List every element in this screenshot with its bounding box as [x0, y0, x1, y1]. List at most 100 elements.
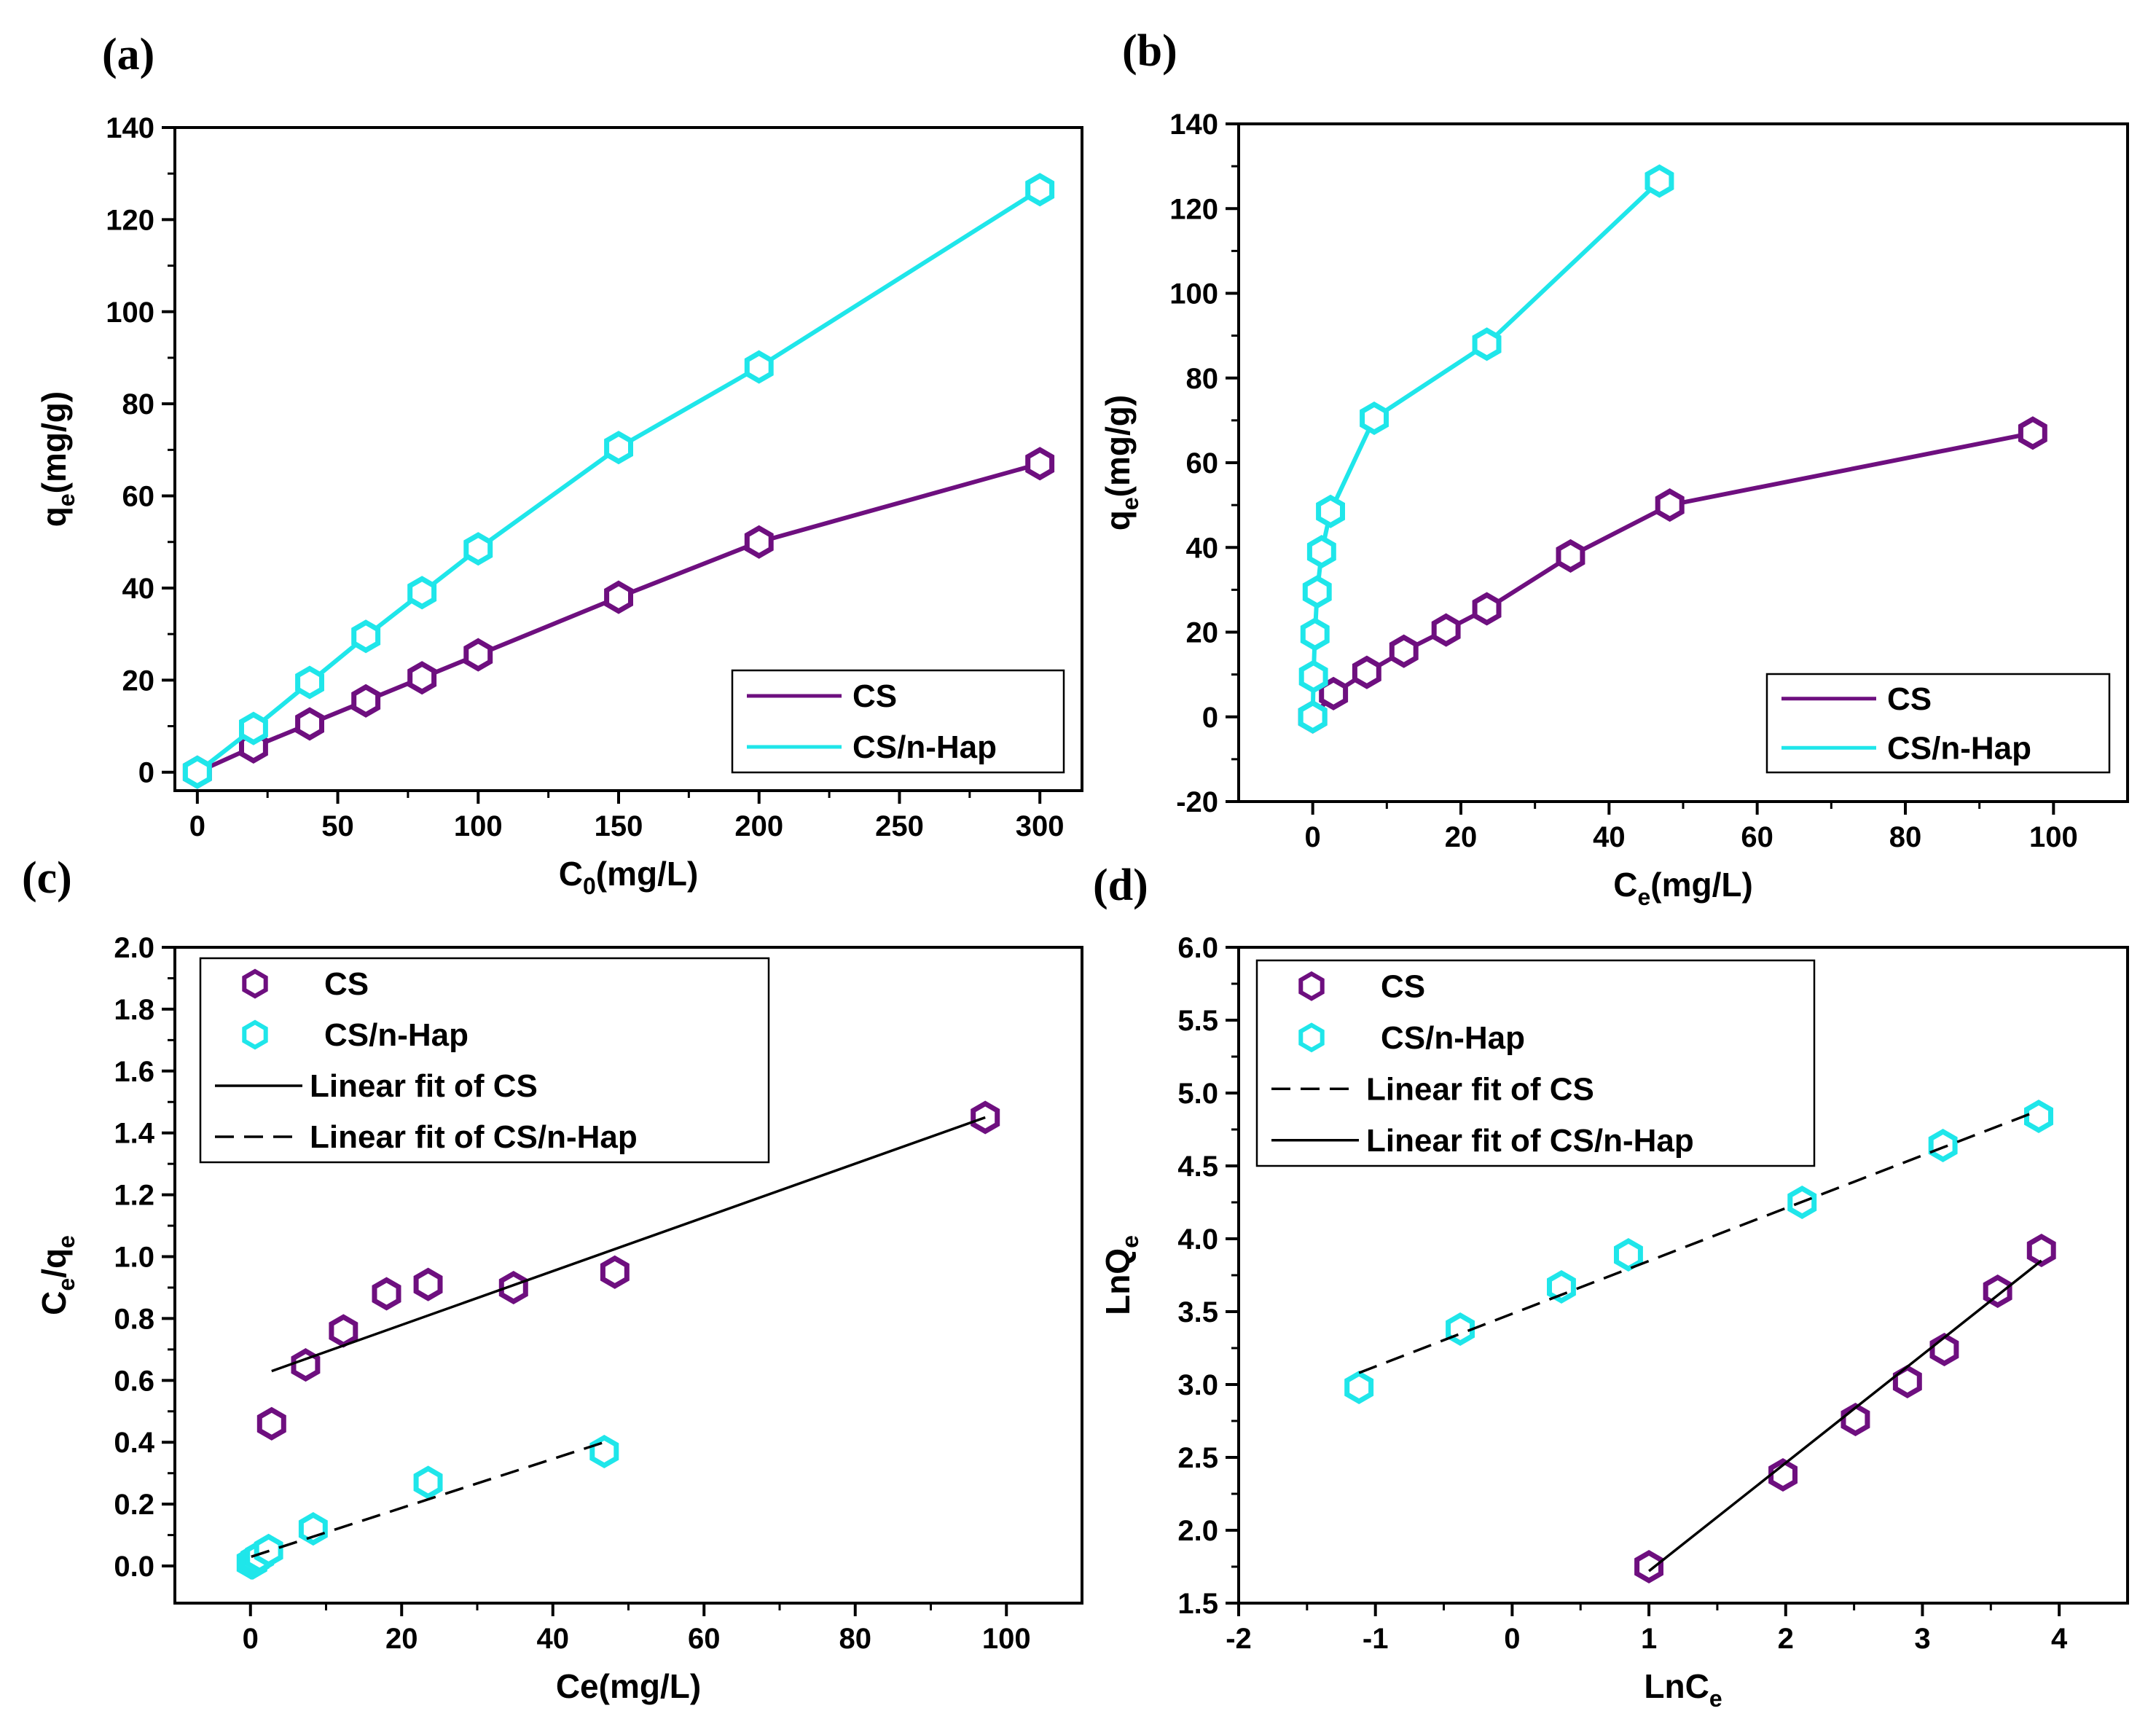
y-tick-label: 2.5	[1177, 1442, 1218, 1474]
y-tick-label: 1.2	[114, 1180, 154, 1212]
y-tick-label: 80	[1186, 363, 1219, 395]
data-point	[1841, 1402, 1870, 1437]
y-tick-label: 60	[1186, 447, 1219, 479]
panel-c: (c) 0 20 40 60 80 100 0.0 0.2 0.4 0.6 0.8 1.0 1.2 1.4 1…	[22, 853, 1083, 1705]
x-axis-title: LnCe	[1644, 1667, 1722, 1712]
y-tick-label: 2.0	[114, 932, 154, 964]
x-tick-label: 0	[1504, 1623, 1520, 1655]
x-tick-label: -2	[1226, 1623, 1252, 1655]
data-point	[2018, 416, 2047, 450]
panel-d: (d) -2 -1 0 1 2 3 4 1.5 2.0 2.5 3.0 3.5 4.0 4.5 5.0 5.5 6…	[1093, 861, 2129, 1712]
x-tick-label: 100	[2029, 821, 2078, 853]
data-point	[1472, 592, 1502, 626]
legend-symbol	[1298, 971, 1325, 1001]
data-point	[1431, 613, 1461, 647]
data-point	[1446, 1312, 1475, 1347]
data-point	[182, 755, 212, 789]
data-point	[295, 707, 324, 741]
legend-label: Linear fit of CS	[1366, 1071, 1594, 1107]
x-tick-label: 150	[595, 810, 643, 842]
data-point	[463, 638, 493, 672]
x-tick-label: 40	[1593, 821, 1626, 853]
y-tick-label: 0.6	[114, 1365, 154, 1397]
series-line-linear-fit-of-cs	[1358, 1109, 2039, 1374]
x-tick-label: 1	[1641, 1623, 1657, 1655]
y-axis-title-main: C	[35, 1291, 73, 1315]
data-point	[600, 1255, 630, 1289]
data-point	[1360, 401, 1389, 436]
x-tick-label: 200	[734, 810, 783, 842]
x-axis-title: C0(mg/L)	[559, 855, 699, 899]
panel-label: (d)	[1093, 861, 1148, 910]
legend-symbol	[242, 968, 268, 999]
data-point	[463, 532, 493, 566]
x-tick-label: 0	[243, 1623, 259, 1655]
y-tick-label: 4.0	[1177, 1223, 1218, 1256]
y-axis-title-sub: e	[1117, 497, 1143, 510]
data-point	[1352, 655, 1381, 689]
plot-frame	[173, 126, 1083, 792]
y-tick-label: 140	[106, 112, 154, 144]
data-point	[413, 1465, 443, 1500]
legend-box	[731, 669, 1065, 774]
y-tick-label: 120	[1169, 193, 1218, 225]
y-axis-title-tail: (mg/g)	[1099, 395, 1137, 498]
y-tick-label: 100	[1169, 278, 1218, 310]
data-point	[1556, 539, 1585, 573]
y-axis-title-sub: e	[53, 1278, 79, 1291]
data-point	[351, 619, 381, 654]
data-point	[256, 1406, 286, 1441]
x-axis-title-sub: 0	[583, 873, 596, 899]
y-tick-label: 140	[1169, 109, 1218, 141]
data-point	[329, 1314, 358, 1348]
data-point	[1302, 575, 1332, 609]
legend-label: Linear fit of CS/n-Hap	[310, 1119, 638, 1155]
y-tick-label: 3.0	[1177, 1369, 1218, 1401]
panel-a: (a) 0 50 100 150 200 250 300 0 20 40 60 80 100 120 140 C…	[35, 30, 1083, 899]
y-tick-label: 80	[122, 388, 155, 420]
legend-box	[1765, 673, 2111, 774]
series-line-cs-n-hap	[1310, 179, 1661, 717]
y-axis-title-sub2: e	[53, 1235, 79, 1248]
data-point	[1298, 700, 1328, 734]
y-tick-label: 5.0	[1177, 1078, 1218, 1110]
data-point	[604, 431, 633, 465]
data-point	[1768, 1457, 1798, 1492]
y-tick-label: 0	[138, 757, 154, 789]
x-axis-title-main: LnC	[1644, 1667, 1709, 1705]
data-point	[1547, 1269, 1576, 1304]
y-tick-label: 5.5	[1177, 1005, 1218, 1037]
y-tick-label: 0.0	[114, 1551, 154, 1583]
x-tick-label: 20	[1445, 821, 1478, 853]
x-tick-label: 0	[1305, 821, 1321, 853]
x-tick-label: 4	[2051, 1623, 2068, 1655]
series-line-linear-fit-of-cs-n-hap	[251, 1441, 605, 1558]
data-point	[298, 1512, 328, 1546]
y-tick-label: 60	[122, 481, 155, 513]
legend-label: CS	[1381, 968, 1425, 1004]
x-axis-title-sub: e	[1709, 1685, 1722, 1712]
x-tick-label: 300	[1016, 810, 1065, 842]
y-tick-label: 40	[122, 573, 155, 605]
data-point	[351, 684, 381, 718]
legend: CS CS/n-Hap Linear fit of CS Linear fit of …	[1255, 959, 1816, 1167]
series-line-linear-fit-of-cs	[271, 1116, 986, 1373]
data-point	[407, 576, 437, 610]
x-axis-title: Ce(mg/L)	[556, 1667, 701, 1705]
data-point	[2024, 1099, 2053, 1134]
legend-label: CS	[324, 966, 369, 1002]
data-point	[1645, 164, 1674, 198]
x-axis-title-tail: (mg/L)	[596, 855, 699, 893]
y-tick-label: 1.4	[114, 1118, 154, 1150]
y-tick-label: 2.0	[1177, 1515, 1218, 1547]
data-point	[295, 665, 324, 700]
y-tick-label: 0	[1202, 702, 1218, 734]
x-tick-label: 80	[1889, 821, 1922, 853]
legend: CS CS/n-Hap	[1765, 673, 2111, 774]
y-axis-title: qe(mg/g)	[35, 391, 79, 527]
y-tick-label: 1.5	[1177, 1588, 1218, 1620]
x-axis-title-tail: (mg/L)	[1650, 866, 1753, 904]
x-axis-title: Ce(mg/L)	[1613, 866, 1753, 910]
y-axis-title: Ce/qe	[35, 1235, 79, 1315]
